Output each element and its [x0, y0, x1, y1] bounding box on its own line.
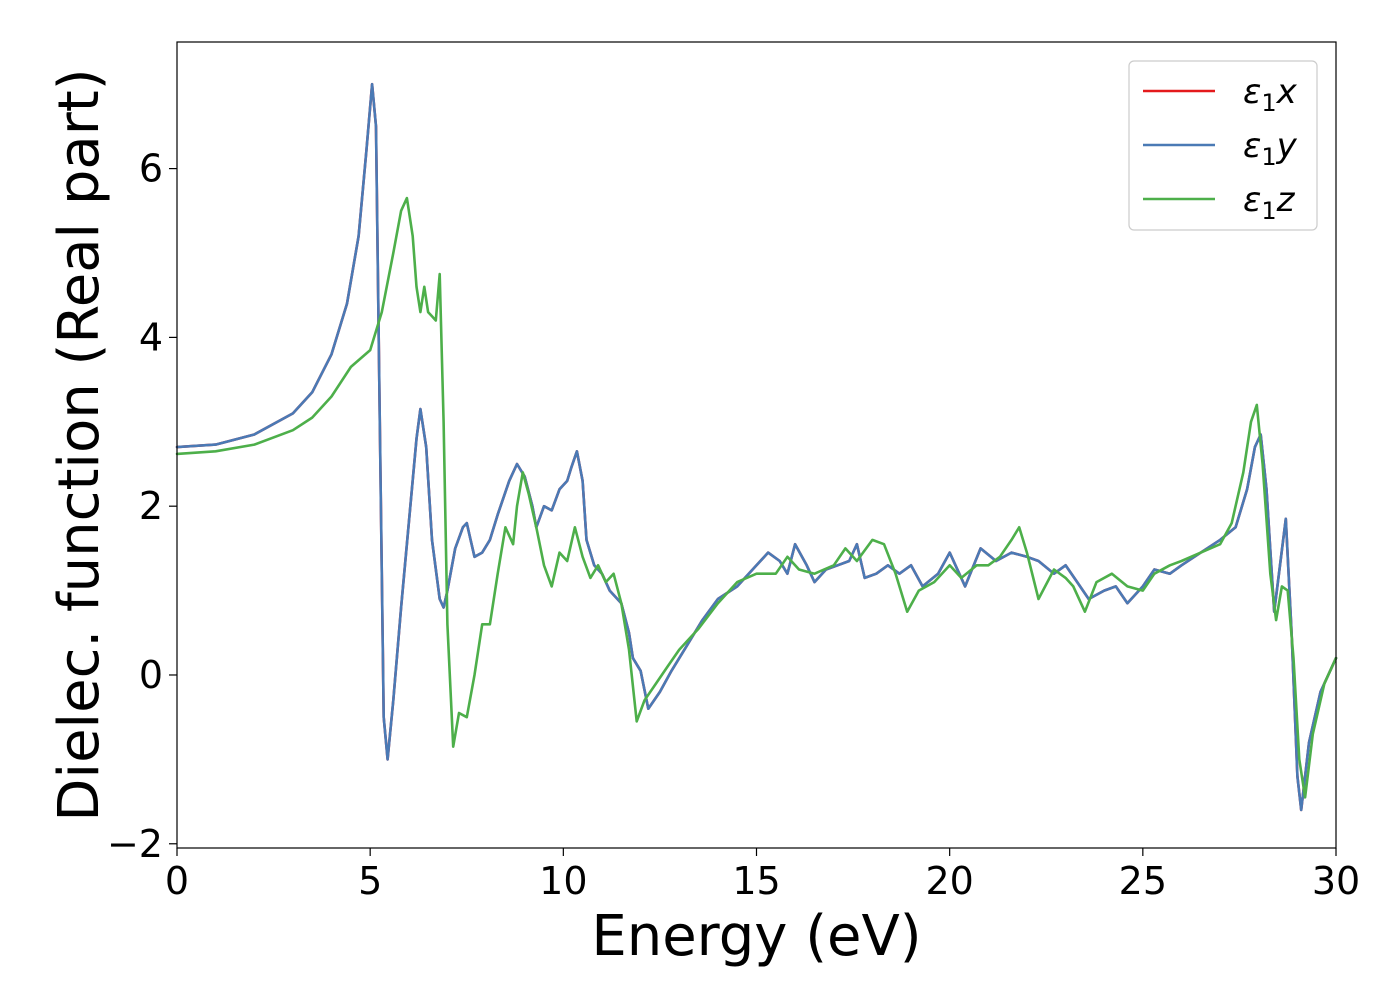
x-tick-label: 10 — [539, 859, 587, 903]
y-tick-label: 6 — [139, 147, 163, 191]
legend-box — [1128, 60, 1318, 231]
x-tick-label: 20 — [925, 859, 973, 903]
legend-label-y: ε1y — [1243, 126, 1298, 171]
y-tick-label: 4 — [139, 315, 163, 359]
legend-label-x: ε1x — [1243, 72, 1298, 117]
x-tick-label: 5 — [358, 859, 382, 903]
x-ticks: 0 5 10 15 20 25 30 — [165, 848, 1360, 903]
y-tick-label: −2 — [107, 822, 163, 866]
y-tick-label: 0 — [139, 653, 163, 697]
series-layer — [175, 82, 1338, 812]
x-tick-label: 30 — [1312, 859, 1360, 903]
y-ticks: −2 0 2 4 6 — [107, 147, 177, 866]
legend-label-z: ε1z — [1243, 180, 1296, 225]
x-tick-label: 0 — [165, 859, 189, 903]
x-tick-label: 15 — [732, 859, 780, 903]
y-axis-label: Dielec. function (Real part) — [47, 68, 112, 821]
x-tick-label: 25 — [1119, 859, 1167, 903]
y-tick-label: 2 — [139, 484, 163, 528]
series-line-y — [175, 82, 1338, 812]
series-line-z — [175, 196, 1338, 799]
x-axis-label: Energy (eV) — [591, 904, 921, 969]
legend: ε1x ε1y ε1z — [1128, 60, 1318, 231]
